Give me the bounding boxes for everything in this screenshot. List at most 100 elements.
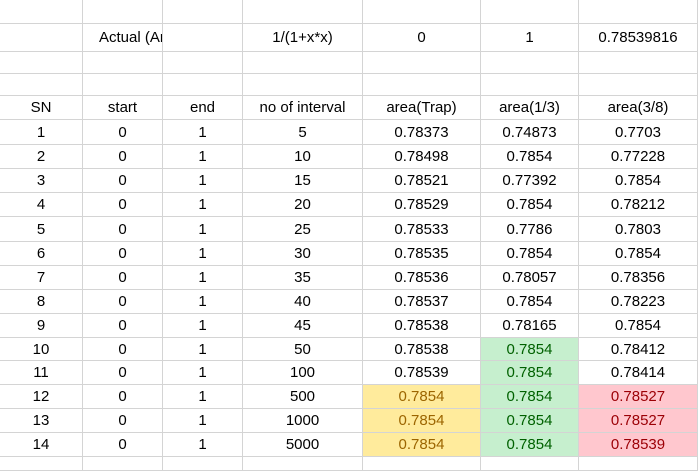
start-cell[interactable]: 0 [83,433,163,457]
empty-cell[interactable] [0,52,83,74]
empty-cell[interactable] [83,52,163,74]
area-three-eighths-cell[interactable]: 0.7803 [579,217,698,242]
area-one-third-cell[interactable]: 0.7854 [481,145,579,169]
area-trap-cell[interactable]: 0.7854 [363,385,481,409]
sn-cell[interactable]: 14 [0,433,83,457]
end-cell[interactable]: 1 [163,290,243,314]
area-one-third-cell[interactable]: 0.7854 [481,433,579,457]
empty-cell[interactable] [579,0,698,24]
area-three-eighths-cell[interactable]: 0.7703 [579,120,698,145]
actual-value-cell[interactable]: 0.78539816 [579,24,698,52]
area-trap-cell[interactable]: 0.78538 [363,338,481,361]
area-one-third-header[interactable]: area(1/3) [481,96,579,120]
sn-cell[interactable]: 7 [0,266,83,290]
empty-cell[interactable] [0,74,83,96]
sn-cell[interactable]: 12 [0,385,83,409]
area-one-third-cell[interactable]: 0.7854 [481,385,579,409]
area-trap-cell[interactable]: 0.78533 [363,217,481,242]
empty-cell[interactable] [0,24,83,52]
area-one-third-cell[interactable]: 0.78165 [481,314,579,338]
area-one-third-cell[interactable]: 0.7854 [481,193,579,217]
empty-cell[interactable] [243,457,363,471]
area-three-eighths-cell[interactable]: 0.78527 [579,409,698,433]
sn-cell[interactable]: 3 [0,169,83,193]
sn-header[interactable]: SN [0,96,83,120]
area-one-third-cell[interactable]: 0.7854 [481,290,579,314]
start-cell[interactable]: 0 [83,314,163,338]
intervals-cell[interactable]: 50 [243,338,363,361]
area-one-third-cell[interactable]: 0.7854 [481,409,579,433]
area-three-eighths-cell[interactable]: 0.78539 [579,433,698,457]
area-trap-cell[interactable]: 0.78539 [363,361,481,385]
sn-cell[interactable]: 2 [0,145,83,169]
empty-cell[interactable] [481,74,579,96]
area-trap-cell[interactable]: 0.78529 [363,193,481,217]
end-cell[interactable]: 1 [163,433,243,457]
area-one-third-cell[interactable]: 0.7854 [481,338,579,361]
area-three-eighths-cell[interactable]: 0.7854 [579,169,698,193]
sn-cell[interactable]: 8 [0,290,83,314]
empty-cell[interactable] [363,52,481,74]
end-cell[interactable]: 1 [163,120,243,145]
area-three-eighths-cell[interactable]: 0.78414 [579,361,698,385]
area-three-eighths-cell[interactable]: 0.7854 [579,314,698,338]
area-three-eighths-cell[interactable]: 0.7854 [579,242,698,266]
intervals-cell[interactable]: 40 [243,290,363,314]
empty-cell[interactable] [243,0,363,24]
empty-cell[interactable] [83,0,163,24]
empty-cell[interactable] [163,74,243,96]
end-cell[interactable]: 1 [163,338,243,361]
start-cell[interactable]: 0 [83,169,163,193]
start-cell[interactable]: 0 [83,120,163,145]
empty-cell[interactable] [163,24,243,52]
area-one-third-cell[interactable]: 0.7854 [481,361,579,385]
sn-cell[interactable]: 11 [0,361,83,385]
start-cell[interactable]: 0 [83,361,163,385]
area-one-third-cell[interactable]: 0.7786 [481,217,579,242]
intervals-cell[interactable]: 10 [243,145,363,169]
intervals-header[interactable]: no of interval [243,96,363,120]
end-cell[interactable]: 1 [163,193,243,217]
empty-cell[interactable] [163,0,243,24]
intervals-cell[interactable]: 5 [243,120,363,145]
intervals-cell[interactable]: 1000 [243,409,363,433]
area-one-third-cell[interactable]: 0.77392 [481,169,579,193]
area-trap-cell[interactable]: 0.78538 [363,314,481,338]
end-cell[interactable]: 1 [163,385,243,409]
actual-analytical-label[interactable]: Actual (Analytical) [83,24,163,52]
start-header[interactable]: start [83,96,163,120]
end-cell[interactable]: 1 [163,217,243,242]
empty-cell[interactable] [0,457,83,471]
lower-limit-cell[interactable]: 0 [363,24,481,52]
empty-cell[interactable] [243,74,363,96]
intervals-cell[interactable]: 30 [243,242,363,266]
empty-cell[interactable] [243,52,363,74]
area-trap-cell[interactable]: 0.78498 [363,145,481,169]
end-cell[interactable]: 1 [163,169,243,193]
intervals-cell[interactable]: 100 [243,361,363,385]
upper-limit-cell[interactable]: 1 [481,24,579,52]
area-three-eighths-header[interactable]: area(3/8) [579,96,698,120]
area-three-eighths-cell[interactable]: 0.78412 [579,338,698,361]
empty-cell[interactable] [0,0,83,24]
sn-cell[interactable]: 13 [0,409,83,433]
intervals-cell[interactable]: 25 [243,217,363,242]
end-cell[interactable]: 1 [163,266,243,290]
area-one-third-cell[interactable]: 0.78057 [481,266,579,290]
end-cell[interactable]: 1 [163,361,243,385]
sn-cell[interactable]: 5 [0,217,83,242]
start-cell[interactable]: 0 [83,242,163,266]
area-trap-cell[interactable]: 0.78536 [363,266,481,290]
sn-cell[interactable]: 1 [0,120,83,145]
area-trap-cell[interactable]: 0.78535 [363,242,481,266]
empty-cell[interactable] [163,52,243,74]
area-trap-header[interactable]: area(Trap) [363,96,481,120]
sn-cell[interactable]: 6 [0,242,83,266]
start-cell[interactable]: 0 [83,266,163,290]
empty-cell[interactable] [363,74,481,96]
empty-cell[interactable] [481,52,579,74]
end-header[interactable]: end [163,96,243,120]
intervals-cell[interactable]: 20 [243,193,363,217]
start-cell[interactable]: 0 [83,217,163,242]
area-three-eighths-cell[interactable]: 0.78527 [579,385,698,409]
